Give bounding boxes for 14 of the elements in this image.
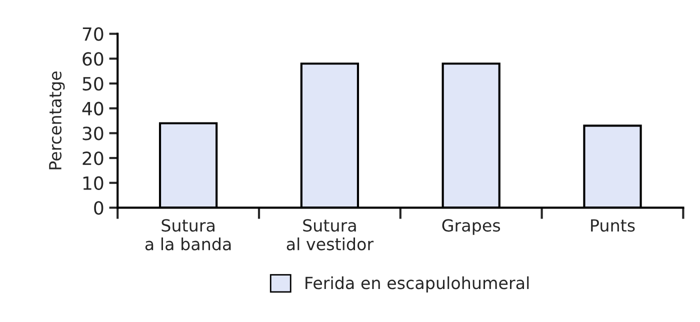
x-tick-label: Grapes	[442, 219, 500, 235]
y-tick-label: 0	[94, 201, 104, 215]
y-tick-label: 50	[82, 76, 104, 91]
x-tick-label: Punts	[591, 219, 635, 232]
y-tick-label: 20	[82, 151, 104, 166]
y-tick-label: 60	[82, 52, 104, 66]
y-tick-label: 40	[82, 102, 104, 116]
y-tick-label: 30	[82, 126, 104, 140]
x-tick-label: Sutura al vestidor	[286, 219, 374, 250]
x-tick-label: Sutura a la banda	[145, 219, 231, 250]
y-axis-title: Percentatge	[49, 72, 65, 170]
y-tick-label: 70	[82, 27, 104, 41]
y-tick-label: 10	[83, 176, 104, 190]
legend-label: Ferida en escapulohumeral	[306, 276, 529, 292]
